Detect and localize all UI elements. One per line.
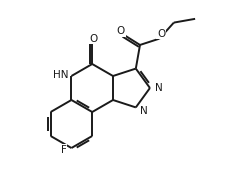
Text: O: O (89, 34, 97, 44)
Text: N: N (140, 106, 148, 116)
Text: O: O (117, 26, 125, 36)
Text: N: N (155, 83, 163, 93)
Text: F: F (61, 145, 66, 155)
Text: HN: HN (53, 70, 68, 80)
Text: O: O (157, 29, 166, 39)
